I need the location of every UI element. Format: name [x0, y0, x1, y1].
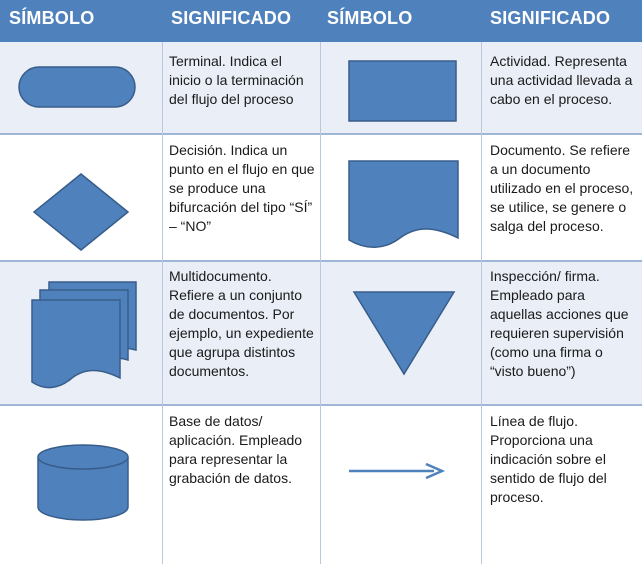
header-meaning-1: SIGNIFICADO [171, 8, 292, 28]
inspection-description: Inspección/ firma. Empleado para aquella… [490, 268, 629, 379]
decision-diamond-shape [32, 172, 130, 252]
multidocument-description: Multidocumento. Refiere a un conjunto de… [169, 268, 314, 379]
document-shape [348, 160, 460, 250]
table-header: SÍMBOLO SIGNIFICADO SÍMBOLO SIGNIFICADO [0, 0, 642, 42]
header-symbol-2: SÍMBOLO [327, 8, 413, 28]
activity-description: Actividad. Representa una actividad llev… [490, 53, 633, 107]
column-divider [162, 42, 163, 564]
flow-line-arrow-shape [348, 460, 446, 482]
decision-description: Decisión. Indica un punto en el flujo en… [169, 142, 315, 234]
column-divider [481, 42, 482, 564]
column-divider [320, 42, 321, 564]
activity-rectangle-shape [348, 60, 458, 123]
row-divider [0, 260, 642, 262]
header-symbol-1: SÍMBOLO [9, 8, 95, 28]
multidocument-shape [30, 280, 140, 396]
terminal-shape [18, 66, 136, 108]
flow-line-description: Línea de flujo. Proporciona una indicaci… [490, 413, 607, 505]
document-description: Documento. Se refiere a un documento uti… [490, 142, 634, 234]
row-divider [0, 404, 642, 406]
database-cylinder-shape [36, 443, 130, 523]
database-description: Base de datos/ aplicación. Empleado para… [169, 413, 303, 486]
header-meaning-2: SIGNIFICADO [490, 8, 611, 28]
row-divider [0, 133, 642, 135]
terminal-description: Terminal. Indica el inicio o la terminac… [169, 53, 304, 107]
inspection-triangle-shape [352, 290, 456, 376]
